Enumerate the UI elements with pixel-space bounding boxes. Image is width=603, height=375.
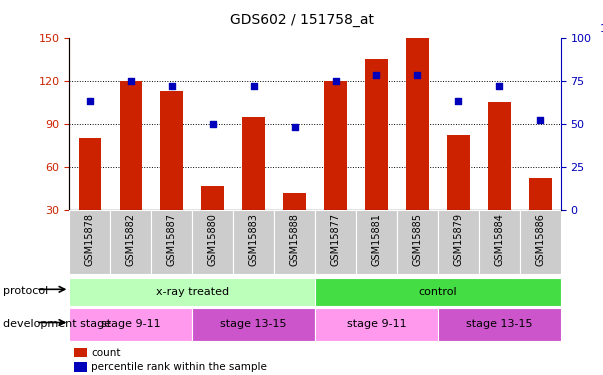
- Bar: [397, 210, 438, 274]
- Point: [126, 78, 136, 84]
- Text: GSM15880: GSM15880: [207, 213, 218, 266]
- Bar: [406, 38, 429, 210]
- Text: control: control: [418, 286, 457, 297]
- Bar: [356, 210, 397, 274]
- Text: stage 9-11: stage 9-11: [101, 320, 160, 329]
- Point: [535, 117, 545, 123]
- Bar: [479, 210, 520, 274]
- Bar: [274, 210, 315, 274]
- Bar: [192, 210, 233, 274]
- Bar: [283, 193, 306, 210]
- Bar: [201, 186, 224, 210]
- Text: 100%: 100%: [600, 24, 603, 34]
- Text: GSM15881: GSM15881: [371, 213, 382, 266]
- Text: GSM15887: GSM15887: [166, 213, 177, 266]
- Bar: [233, 210, 274, 274]
- Bar: [119, 81, 142, 210]
- Text: count: count: [92, 348, 121, 358]
- Point: [371, 72, 381, 78]
- Bar: [151, 210, 192, 274]
- Text: GSM15884: GSM15884: [494, 213, 504, 266]
- Bar: [438, 308, 561, 341]
- Text: stage 9-11: stage 9-11: [347, 320, 406, 329]
- Text: x-ray treated: x-ray treated: [156, 286, 229, 297]
- Bar: [529, 178, 552, 210]
- Bar: [242, 117, 265, 210]
- Bar: [74, 362, 87, 372]
- Bar: [447, 135, 470, 210]
- Text: GSM15879: GSM15879: [453, 213, 464, 266]
- Bar: [520, 210, 561, 274]
- Text: GSM15882: GSM15882: [126, 213, 136, 266]
- Text: GSM15883: GSM15883: [248, 213, 259, 266]
- Bar: [74, 348, 87, 357]
- Text: GSM15885: GSM15885: [412, 213, 423, 266]
- Point: [494, 83, 504, 89]
- Bar: [78, 138, 101, 210]
- Bar: [69, 308, 192, 341]
- Bar: [324, 81, 347, 210]
- Point: [249, 83, 259, 89]
- Text: GSM15877: GSM15877: [330, 213, 341, 266]
- Bar: [69, 278, 315, 306]
- Point: [412, 72, 422, 78]
- Bar: [110, 210, 151, 274]
- Text: development stage: development stage: [3, 320, 111, 329]
- Text: stage 13-15: stage 13-15: [466, 320, 532, 329]
- Bar: [438, 210, 479, 274]
- Text: GSM15878: GSM15878: [85, 213, 95, 266]
- Bar: [160, 91, 183, 210]
- Point: [330, 78, 340, 84]
- Point: [167, 83, 177, 89]
- Bar: [315, 308, 438, 341]
- Text: percentile rank within the sample: percentile rank within the sample: [92, 362, 267, 372]
- Text: GSM15886: GSM15886: [535, 213, 545, 266]
- Bar: [315, 210, 356, 274]
- Bar: [315, 278, 561, 306]
- Bar: [365, 59, 388, 210]
- Bar: [69, 210, 110, 274]
- Point: [85, 98, 95, 104]
- Text: protocol: protocol: [3, 286, 48, 296]
- Text: stage 13-15: stage 13-15: [220, 320, 287, 329]
- Bar: [192, 308, 315, 341]
- Point: [453, 98, 463, 104]
- Bar: [488, 102, 511, 210]
- Point: [290, 124, 300, 130]
- Text: GDS602 / 151758_at: GDS602 / 151758_at: [230, 13, 373, 27]
- Point: [208, 121, 218, 127]
- Text: GSM15888: GSM15888: [289, 213, 300, 266]
